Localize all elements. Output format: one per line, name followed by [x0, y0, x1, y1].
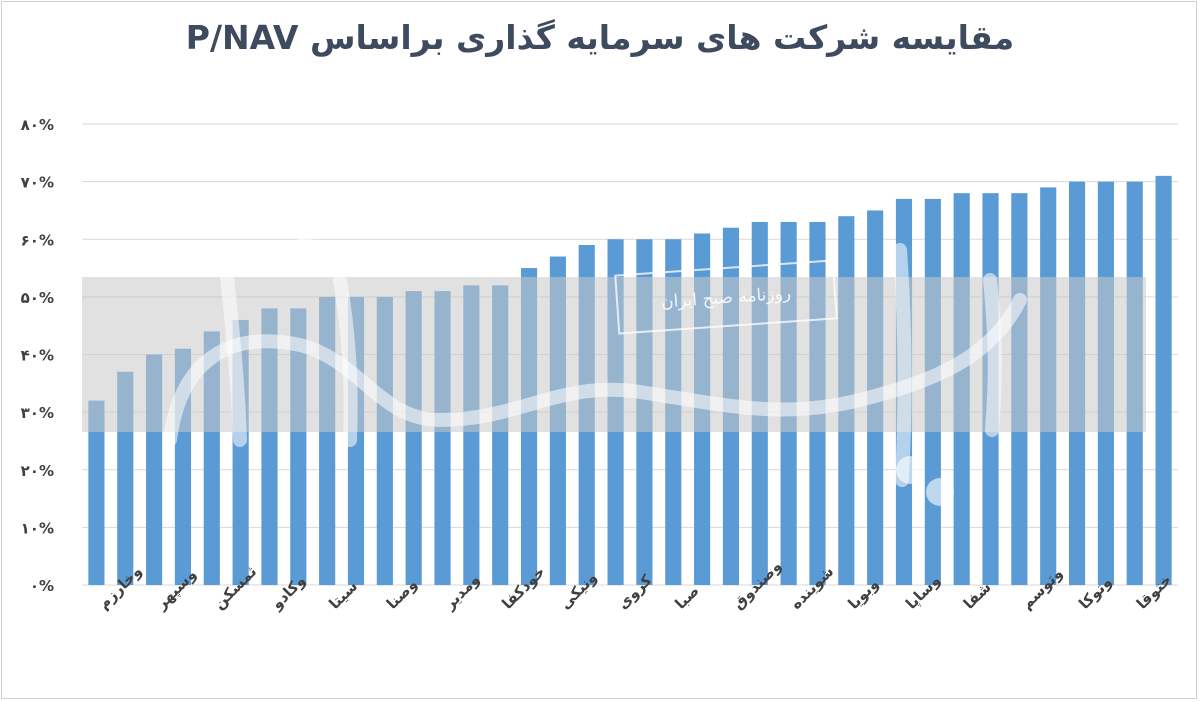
y-axis-ticks: ۰% ۱۰% ۲۰% ۳۰% ۴۰% ۵۰% ۶۰% ۷۰% ۸۰% [21, 116, 54, 595]
watermark: روزنامه صبح ایران [82, 192, 1146, 506]
y-tick-label: ۷۰% [21, 174, 54, 192]
y-tick-label: ۵۰% [21, 289, 54, 307]
x-category-label: صبا [671, 582, 702, 613]
watermark-stamp [614, 259, 838, 335]
y-tick-label: ۸۰% [21, 116, 54, 134]
watermark-dots [289, 192, 954, 506]
y-tick-label: ۱۰% [21, 519, 54, 537]
y-tick-label: ۶۰% [21, 231, 54, 249]
y-tick-label: ۰% [30, 577, 54, 595]
bar [88, 400, 105, 585]
bar [1155, 175, 1172, 586]
y-tick-label: ۳۰% [21, 404, 54, 422]
y-tick-label: ۴۰% [21, 347, 54, 365]
chart-title: مقایسه شرکت های سرمایه گذاری براساس P/NA… [185, 18, 1015, 57]
y-tick-label: ۲۰% [21, 462, 54, 480]
watermark-logo [163, 243, 1027, 487]
